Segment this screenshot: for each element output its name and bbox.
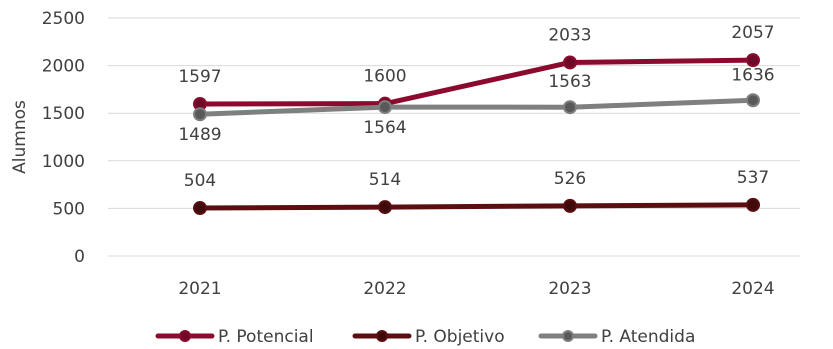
data-point [746,53,760,68]
data-label: 1636 [731,65,774,85]
legend-label: P. Atendida [601,327,695,347]
data-label: 2057 [731,23,774,43]
legend-marker [376,330,388,342]
series-line [197,97,756,117]
data-point [563,198,577,213]
x-tick-label: 2022 [363,279,406,299]
y-axis-title: Alumnos [10,100,30,174]
data-label: 1597 [178,67,221,87]
series-line [197,57,756,107]
legend-label: P. Potencial [218,327,314,347]
data-label: 2033 [548,25,591,45]
data-point [193,201,207,216]
legend: P. Potencial P. Objetivo P. Atendida [155,327,695,347]
data-label: 537 [737,168,769,188]
x-axis-ticks: 2021 2022 2023 2024 [178,279,774,299]
data-label: 1489 [178,125,221,145]
y-tick-label: 0 [74,247,85,267]
series-line [197,202,756,211]
y-tick-label: 2000 [42,57,85,77]
x-tick-label: 2021 [178,279,221,299]
data-point [193,107,207,122]
data-point [378,100,392,115]
y-axis-ticks: 0 500 1000 1500 2000 2500 [42,9,85,267]
data-label: 526 [554,169,586,189]
y-tick-label: 2500 [42,9,85,29]
data-label: 514 [369,170,401,190]
data-point [378,200,392,215]
data-point [746,197,760,212]
legend-marker [562,330,574,342]
y-tick-label: 1500 [42,104,85,124]
x-tick-label: 2023 [548,279,591,299]
data-labels: 1597 1600 2033 2057 504 514 526 537 1489 1564 1563… [178,23,774,191]
legend-marker [179,330,191,342]
legend-label: P. Objetivo [415,327,505,347]
x-tick-label: 2024 [731,279,774,299]
data-label: 504 [184,171,216,191]
data-point [563,100,577,115]
data-label: 1600 [363,67,406,87]
data-label: 1563 [548,72,591,92]
y-tick-label: 1000 [42,152,85,172]
y-tick-label: 500 [53,199,85,219]
data-point [563,55,577,70]
series-lines [193,53,760,216]
data-point [746,93,760,108]
data-label: 1564 [363,118,406,138]
